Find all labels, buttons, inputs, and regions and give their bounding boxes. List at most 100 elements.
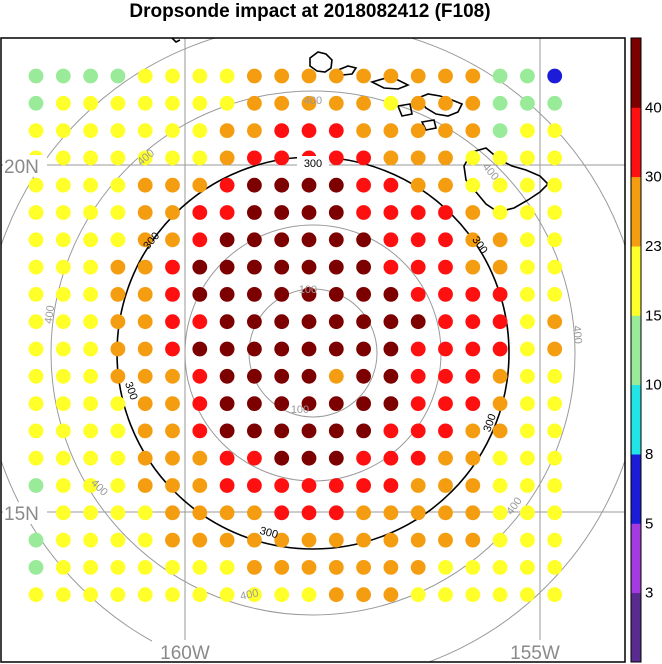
dropsonde-dot <box>356 450 371 466</box>
dropsonde-dot <box>520 423 535 439</box>
dropsonde-dot <box>547 95 563 111</box>
map-area: 400 400 400 400 400 400 400 400 100 100 … <box>1 38 625 664</box>
dropsonde-dot <box>438 341 453 357</box>
dropsonde-dot <box>438 205 453 220</box>
colorbar-segment <box>631 246 641 316</box>
dropsonde-dot <box>137 232 153 248</box>
dropsonde-dot <box>110 205 126 220</box>
dropsonde-dot <box>328 478 344 493</box>
dropsonde-dot <box>28 587 44 603</box>
dropsonde-dot <box>301 287 317 302</box>
dropsonde-dot <box>465 450 481 466</box>
dropsonde-dot <box>55 287 71 302</box>
dropsonde-dot <box>83 450 98 466</box>
dropsonde-dot <box>192 532 208 548</box>
dropsonde-dot <box>492 150 508 166</box>
dropsonde-dot <box>492 505 508 521</box>
label-bg-155w <box>502 640 568 662</box>
dropsonde-dot <box>219 68 235 84</box>
dropsonde-dot <box>383 341 399 357</box>
dropsonde-dot <box>55 505 71 521</box>
dropsonde-dot <box>83 68 98 84</box>
dropsonde-dot <box>328 450 344 466</box>
dropsonde-dot <box>83 95 98 111</box>
dropsonde-dot <box>83 396 98 411</box>
dropsonde-dot <box>438 505 453 521</box>
dropsonde-dot <box>438 287 453 302</box>
dropsonde-dot <box>219 259 235 275</box>
colorbar-tick-label: 30 <box>645 169 662 186</box>
dropsonde-dot <box>465 68 481 84</box>
ring-label-400-right: 400 <box>570 325 584 344</box>
dropsonde-dot <box>55 423 71 439</box>
dropsonde-dot <box>465 505 481 521</box>
dropsonde-dot <box>520 368 535 384</box>
lon-label-160w: 160W <box>160 643 210 664</box>
dropsonde-dot <box>438 123 453 138</box>
dropsonde-dot <box>110 95 126 111</box>
dropsonde-dot <box>356 205 371 220</box>
dropsonde-dot <box>137 396 153 411</box>
island-oahu <box>309 51 333 73</box>
colorbar-segment <box>631 384 641 455</box>
dropsonde-dot <box>465 95 481 111</box>
dropsonde-dot <box>383 560 399 575</box>
dropsonde-dot <box>192 423 208 439</box>
dropsonde-dot <box>165 396 180 411</box>
colorbar-tick-label: 3 <box>645 585 653 602</box>
dropsonde-dot <box>301 68 317 84</box>
dropsonde-dot <box>356 478 371 493</box>
dropsonde-dot <box>383 478 399 493</box>
dropsonde-dot <box>301 232 317 248</box>
dropsonde-dot <box>247 396 262 411</box>
ring-label-300-bottom: 300 <box>258 525 279 541</box>
dropsonde-dot <box>28 177 44 193</box>
map-title: Dropsonde impact at 2018082412 (F108) <box>129 1 491 22</box>
lat-label-15n: 15N <box>4 504 39 525</box>
dropsonde-dot <box>55 259 71 275</box>
dropsonde-dot <box>137 287 153 302</box>
dropsonde-dot <box>465 232 481 248</box>
dropsonde-dot <box>547 232 563 248</box>
dropsonde-dot <box>438 68 453 84</box>
dropsonde-dot <box>274 423 290 439</box>
dropsonde-dot <box>328 123 344 138</box>
dropsonde-dot <box>356 123 371 138</box>
dropsonde-dot <box>465 177 481 193</box>
dropsonde-dot <box>465 205 481 220</box>
dropsonde-dot <box>547 259 563 275</box>
dropsonde-dot <box>274 150 290 166</box>
dropsonde-dot <box>137 423 153 439</box>
dropsonde-dot <box>247 368 262 384</box>
dropsonde-dot <box>247 205 262 220</box>
dropsonde-dot <box>165 123 180 138</box>
label-bg-15n <box>3 502 47 524</box>
dropsonde-dot <box>438 232 453 248</box>
dropsonde-dot <box>520 95 535 111</box>
dropsonde-dot <box>28 368 44 384</box>
dropsonde-dot <box>410 560 426 575</box>
dropsonde-dot <box>137 95 153 111</box>
dropsonde-dot <box>383 150 399 166</box>
dropsonde-dot <box>301 341 317 357</box>
dropsonde-dot <box>28 123 44 138</box>
colorbar-tick-label: 5 <box>645 515 653 532</box>
dropsonde-dot <box>356 150 371 166</box>
dropsonde-dot <box>301 177 317 193</box>
dropsonde-dot <box>492 123 508 138</box>
dropsonde-dot <box>274 205 290 220</box>
dropsonde-dot <box>219 478 235 493</box>
dropsonde-dot <box>192 259 208 275</box>
dropsonde-dot <box>383 532 399 548</box>
dropsonde-dot <box>110 232 126 248</box>
dropsonde-dot <box>274 478 290 493</box>
dropsonde-dot <box>520 505 535 521</box>
dropsonde-dot <box>110 505 126 521</box>
dropsonde-dot <box>301 478 317 493</box>
dropsonde-dot <box>356 177 371 193</box>
dropsonde-dot <box>547 205 563 220</box>
dropsonde-dot <box>492 341 508 357</box>
dropsonde-dot <box>83 505 98 521</box>
dropsonde-dot <box>110 478 126 493</box>
dropsonde-dot <box>55 150 71 166</box>
